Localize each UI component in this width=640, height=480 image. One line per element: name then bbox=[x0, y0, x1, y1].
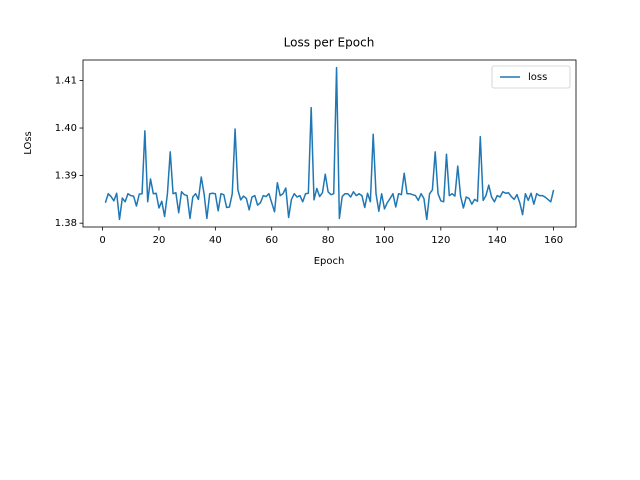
y-tick-label: 1.39 bbox=[55, 171, 77, 182]
x-tick-label: 160 bbox=[544, 235, 563, 246]
y-tick-label: 1.38 bbox=[55, 218, 77, 229]
x-tick-label: 120 bbox=[431, 235, 450, 246]
y-tick-label: 1.41 bbox=[55, 75, 77, 86]
y-axis-label: LOss bbox=[23, 131, 34, 155]
x-tick-label: 100 bbox=[375, 235, 394, 246]
legend-label: loss bbox=[528, 72, 547, 83]
legend-box bbox=[491, 65, 571, 89]
x-tick-label: 20 bbox=[153, 235, 166, 246]
x-tick-label: 60 bbox=[265, 235, 278, 246]
line bbox=[104, 66, 555, 221]
x-tick-label: 140 bbox=[488, 235, 507, 246]
axes-frame bbox=[82, 59, 577, 228]
x-tick-label: 80 bbox=[322, 235, 335, 246]
chart-title: Loss per Epoch bbox=[284, 36, 375, 50]
y-tick-label: 1.40 bbox=[55, 123, 77, 134]
x-tick-label: 40 bbox=[209, 235, 222, 246]
x-tick-label: 0 bbox=[99, 235, 105, 246]
x-axis-label: Epoch bbox=[314, 256, 345, 267]
